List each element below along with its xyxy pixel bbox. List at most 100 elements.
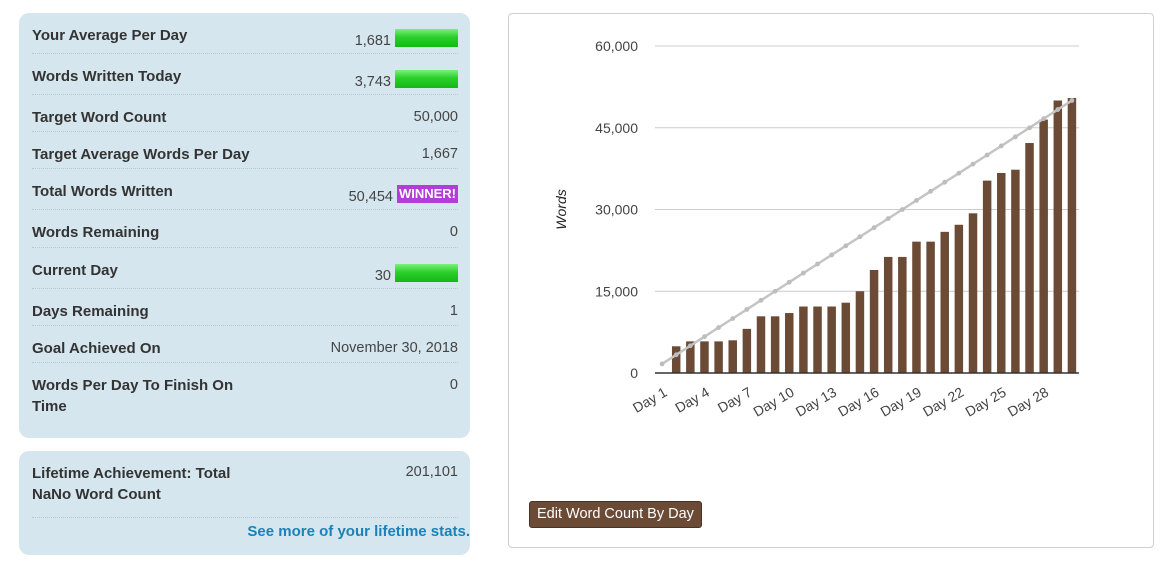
stat-value: 0 <box>449 377 458 393</box>
chart-bar <box>785 313 794 373</box>
lifetime-value: 201,101 <box>405 464 458 480</box>
target-point <box>673 352 679 358</box>
stat-value: 50,454 <box>348 189 393 205</box>
lifetime-stats-link[interactable]: See more of your lifetime stats. <box>247 523 470 540</box>
edit-word-count-button[interactable]: Edit Word Count By Day <box>529 501 702 528</box>
stat-label: Words Remaining <box>32 224 160 241</box>
target-point <box>956 170 962 176</box>
progress-bar <box>395 264 458 282</box>
target-point <box>1055 107 1061 112</box>
stat-row: Words Remaining 0 <box>32 210 458 248</box>
stat-value: 1,681 <box>354 33 391 49</box>
x-tick-label: Day 7 <box>715 384 755 416</box>
target-point <box>744 307 750 312</box>
target-point <box>772 288 778 294</box>
stat-row: Words Written Today 3,743 <box>32 54 458 95</box>
target-point <box>815 261 820 267</box>
x-tick-label: Day 25 <box>962 384 1009 420</box>
word-count-chart: 0 15,000 30,000 45,000 60,000 Words Day 1 Day 4… <box>553 38 1079 420</box>
chart-bar <box>841 302 851 373</box>
chart-bar <box>1053 100 1063 373</box>
stat-value-group: 50,000 <box>414 107 458 127</box>
chart-bar <box>954 224 964 373</box>
stat-value: 1 <box>449 303 458 319</box>
stat-value-group: 3,743 <box>355 66 458 92</box>
chart-bar <box>827 306 836 373</box>
x-tick-label: Day 16 <box>835 384 882 420</box>
stat-value: 0 <box>449 224 458 240</box>
stat-value: November 30, 2018 <box>330 340 458 356</box>
stat-row: Target Word Count 50,000 <box>32 95 458 132</box>
chart-bar <box>813 306 822 373</box>
stat-row: Total Words Written 50,454 WINNER! <box>32 169 458 210</box>
target-point <box>871 225 877 231</box>
stat-value-group: 1,681 <box>355 25 458 51</box>
y-axis-title: Words <box>553 189 569 229</box>
target-point <box>899 207 905 212</box>
target-point <box>970 161 976 167</box>
target-point <box>885 216 891 221</box>
chart-bar <box>671 346 681 373</box>
chart-bar <box>912 241 921 373</box>
lifetime-row: Lifetime Achievement: Total NaNo Word Co… <box>32 451 458 518</box>
target-point <box>857 234 863 240</box>
chart-bar <box>926 241 935 373</box>
chart-bar <box>1039 119 1048 373</box>
target-point <box>659 361 665 367</box>
stat-value-group: November 30, 2018 <box>331 338 458 358</box>
chart-bar <box>968 213 978 373</box>
stat-value: 1,667 <box>421 146 458 162</box>
target-point <box>914 198 919 203</box>
chart-bar <box>1011 169 1020 373</box>
y-tick-label: 15,000 <box>595 283 638 299</box>
x-tick-label: Day 1 <box>630 384 670 416</box>
chart-bar <box>883 256 893 373</box>
stat-row: Days Remaining 1 <box>32 289 458 326</box>
stats-panel: Your Average Per Day 1,681 Words Written T… <box>19 13 470 438</box>
x-tick-label: Day 22 <box>920 384 967 420</box>
lifetime-label: Lifetime Achievement: Total NaNo Word Co… <box>32 465 231 503</box>
target-point <box>928 188 933 194</box>
chart-bar <box>982 180 992 373</box>
chart-bar <box>799 306 808 373</box>
x-tick-label: Day 4 <box>672 384 712 416</box>
stat-value-group: 50,454 WINNER! <box>349 181 458 207</box>
y-tick-label: 45,000 <box>595 120 638 136</box>
chart-bar <box>742 328 752 373</box>
stat-row: Words Per Day To Finish On Time 0 <box>32 363 458 437</box>
stat-label: Words Per Day To Finish On Time <box>32 377 234 415</box>
y-tick-label: 0 <box>630 365 638 381</box>
stat-label: Your Average Per Day <box>32 27 188 44</box>
stat-label: Goal Achieved On <box>32 340 161 357</box>
target-point <box>758 297 764 303</box>
chart-bar <box>1067 98 1077 374</box>
target-point <box>1027 125 1032 131</box>
target-point <box>786 279 792 285</box>
chart-bar <box>770 316 780 373</box>
chart-bar <box>898 256 907 373</box>
y-tick-label: 60,000 <box>595 38 638 54</box>
y-tick-label: 30,000 <box>595 202 638 218</box>
x-tick-label: Day 10 <box>750 384 797 420</box>
chart-bar <box>997 172 1006 373</box>
chart-bar <box>940 231 949 373</box>
target-point <box>730 316 736 321</box>
stat-value-group: 0 <box>450 375 458 395</box>
target-point <box>716 325 721 330</box>
target-point <box>687 343 693 349</box>
chart-bar <box>855 291 865 373</box>
x-tick-label: Day 28 <box>1005 384 1052 420</box>
progress-bar <box>395 29 458 47</box>
stat-value: 3,743 <box>354 74 391 90</box>
stat-label: Days Remaining <box>32 303 149 320</box>
chart-card: 0 15,000 30,000 45,000 60,000 Words Day 1 Day 4… <box>508 13 1154 548</box>
x-tick-label: Day 19 <box>878 384 925 420</box>
stat-row: Target Average Words Per Day 1,667 <box>32 132 458 169</box>
target-point <box>702 334 707 340</box>
target-point <box>1013 134 1018 140</box>
target-point <box>1041 116 1047 122</box>
stat-value: 50,000 <box>413 109 458 125</box>
winner-badge: WINNER! <box>396 185 458 203</box>
x-tick-label: Day 13 <box>793 384 840 420</box>
stat-value-group: 1,667 <box>422 144 458 164</box>
